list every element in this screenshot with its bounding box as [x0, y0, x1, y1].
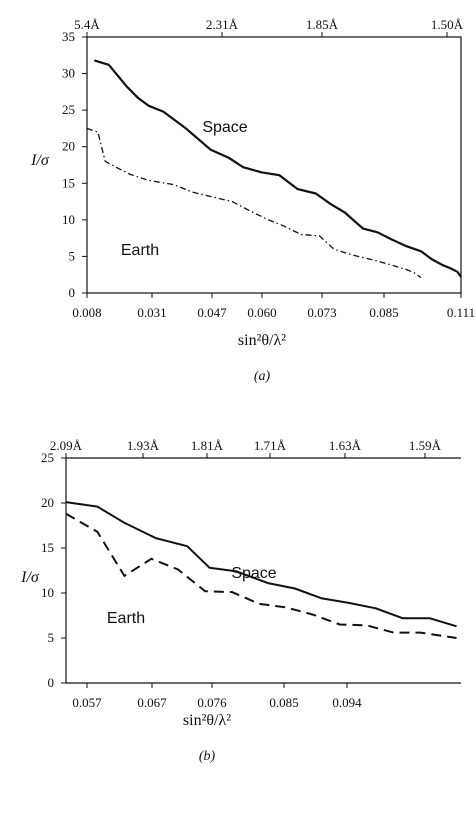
top-tick-label: 1.93Å [127, 438, 160, 453]
y-tick-label: 25 [41, 450, 54, 465]
y-tick-label: 25 [62, 102, 75, 117]
y-tick-label: 10 [41, 585, 54, 600]
top-tick-label: 5.4Å [74, 17, 100, 32]
x-axis-label: sin²θ/λ² [238, 332, 286, 349]
top-tick-label: 1.85Å [306, 17, 339, 32]
y-tick-label: 0 [69, 285, 76, 300]
y-tick-label: 35 [62, 29, 75, 44]
y-tick-label: 5 [48, 630, 55, 645]
series-label-space: Space [202, 119, 247, 136]
y-tick-label: 30 [62, 66, 75, 81]
y-axis-label: I/σ [30, 152, 50, 169]
series-label-space: Space [231, 565, 276, 582]
series-line-space [93, 59, 462, 278]
panel-caption: (a) [254, 369, 271, 384]
x-tick-label: 0.031 [137, 305, 166, 320]
top-tick-label: 2.31Å [206, 17, 239, 32]
series-label-earth: Earth [121, 242, 159, 259]
x-tick-label: 0.060 [247, 305, 276, 320]
top-tick-label: 1.59Å [409, 438, 442, 453]
x-tick-label: 0.094 [332, 695, 362, 710]
x-tick-label: 0.073 [307, 305, 336, 320]
top-tick-label: 2.09Å [50, 438, 83, 453]
panel-caption: (b) [199, 749, 216, 764]
top-tick-label: 1.81Å [191, 438, 224, 453]
y-tick-label: 15 [62, 175, 75, 190]
y-tick-label: 20 [62, 139, 75, 154]
x-tick-label: 0.085 [369, 305, 398, 320]
series-line-earth [86, 127, 422, 279]
top-tick-label: 1.63Å [329, 438, 362, 453]
y-tick-label: 15 [41, 540, 54, 555]
series-label-earth: Earth [107, 610, 145, 627]
x-axis-label: sin²θ/λ² [183, 712, 231, 729]
x-tick-label: 0.111 [447, 305, 475, 320]
y-axis-label: I/σ [20, 569, 40, 586]
y-tick-label: 0 [48, 675, 55, 690]
y-tick-label: 5 [69, 248, 76, 263]
y-tick-label: 10 [62, 212, 75, 227]
plot-frame-a [86, 36, 462, 294]
series-line-space [65, 501, 457, 628]
series-line-earth [65, 512, 457, 639]
x-tick-label: 0.076 [197, 695, 227, 710]
x-tick-label: 0.008 [72, 305, 101, 320]
x-tick-label: 0.085 [269, 695, 298, 710]
top-tick-label: 1.50Å [431, 17, 464, 32]
top-tick-label: 1.71Å [254, 438, 287, 453]
x-tick-label: 0.047 [197, 305, 227, 320]
x-tick-label: 0.067 [137, 695, 167, 710]
x-tick-label: 0.057 [72, 695, 102, 710]
y-tick-label: 20 [41, 495, 54, 510]
